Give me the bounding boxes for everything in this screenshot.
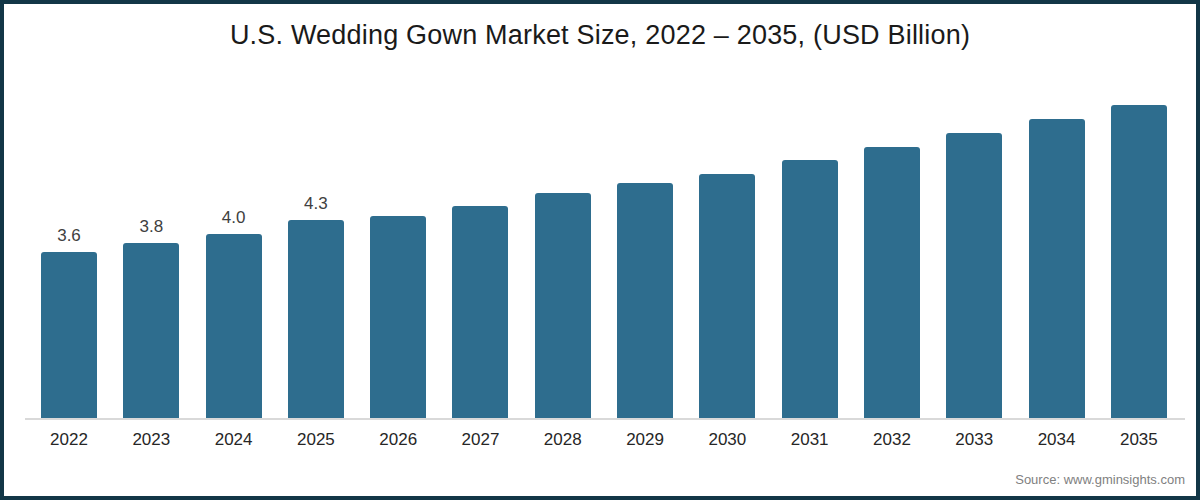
bar: [123, 243, 179, 418]
bar: [782, 160, 838, 418]
bar: [699, 174, 755, 418]
bar-column: [782, 134, 838, 418]
x-axis-tick-label: 2028: [535, 430, 591, 450]
bar-value-label: [807, 134, 812, 153]
x-axis-tick-label: 2031: [782, 430, 838, 450]
bar-column: 4.3: [288, 194, 344, 418]
bar-column: [1029, 93, 1085, 418]
bar: [535, 193, 591, 418]
bar-column: [617, 157, 673, 418]
x-axis-tick-label: 2030: [699, 430, 755, 450]
bar-value-label: [478, 180, 483, 199]
bar: [864, 147, 920, 418]
x-axis-tick-label: 2026: [370, 430, 426, 450]
bar-value-label: 4.0: [222, 208, 246, 227]
x-axis-tick-label: 2032: [864, 430, 920, 450]
x-axis-tick-label: 2029: [617, 430, 673, 450]
bar-column: [452, 180, 508, 418]
x-axis-tick-label: 2034: [1029, 430, 1085, 450]
bar: [1029, 119, 1085, 418]
bar-column: 3.6: [41, 226, 97, 418]
x-axis-tick-label: 2025: [288, 430, 344, 450]
bar-column: [864, 121, 920, 418]
bar-value-label: [560, 167, 565, 186]
bar-value-label: [972, 107, 977, 126]
bar: [617, 183, 673, 418]
bar-value-label: [396, 190, 401, 209]
bar: [41, 252, 97, 418]
chart-frame: U.S. Wedding Gown Market Size, 2022 – 20…: [0, 0, 1200, 500]
bar: [946, 133, 1002, 418]
x-axis-tick-label: 2027: [452, 430, 508, 450]
bar-column: [946, 107, 1002, 418]
bar-column: [535, 167, 591, 418]
x-axis-tick-labels: 2022 2023 2024 2025 2026 2027 2028 2029 2030 2031…: [41, 430, 1167, 450]
bar-column: [1111, 79, 1167, 418]
x-axis-tick-label: 2024: [206, 430, 262, 450]
bar-value-label: 4.3: [304, 194, 328, 213]
bars-row: 3.6 3.8 4.0 4.3: [41, 79, 1167, 418]
bar-value-label: 3.8: [139, 217, 163, 236]
bar: [288, 220, 344, 418]
bar-value-label: 3.6: [57, 226, 81, 245]
bar-value-label: [643, 157, 648, 176]
bar-column: [699, 148, 755, 418]
x-axis-tick-label: 2022: [41, 430, 97, 450]
bar: [370, 216, 426, 418]
bar-column: [370, 190, 426, 418]
bar: [452, 206, 508, 418]
x-axis-line: [25, 418, 1185, 420]
bar-column: 4.0: [206, 208, 262, 418]
bar-value-label: [725, 148, 730, 167]
x-axis-tick-label: 2035: [1111, 430, 1167, 450]
x-axis-tick-label: 2023: [123, 430, 179, 450]
bar-value-label: [1054, 93, 1059, 112]
bar-column: 3.8: [123, 217, 179, 418]
source-credit: Source: www.gminsights.com: [1015, 472, 1185, 487]
bar: [1111, 105, 1167, 418]
x-axis-tick-label: 2033: [946, 430, 1002, 450]
bar-value-label: [890, 121, 895, 140]
bar: [206, 234, 262, 418]
chart-title: U.S. Wedding Gown Market Size, 2022 – 20…: [4, 20, 1196, 51]
bar-value-label: [1136, 79, 1141, 98]
